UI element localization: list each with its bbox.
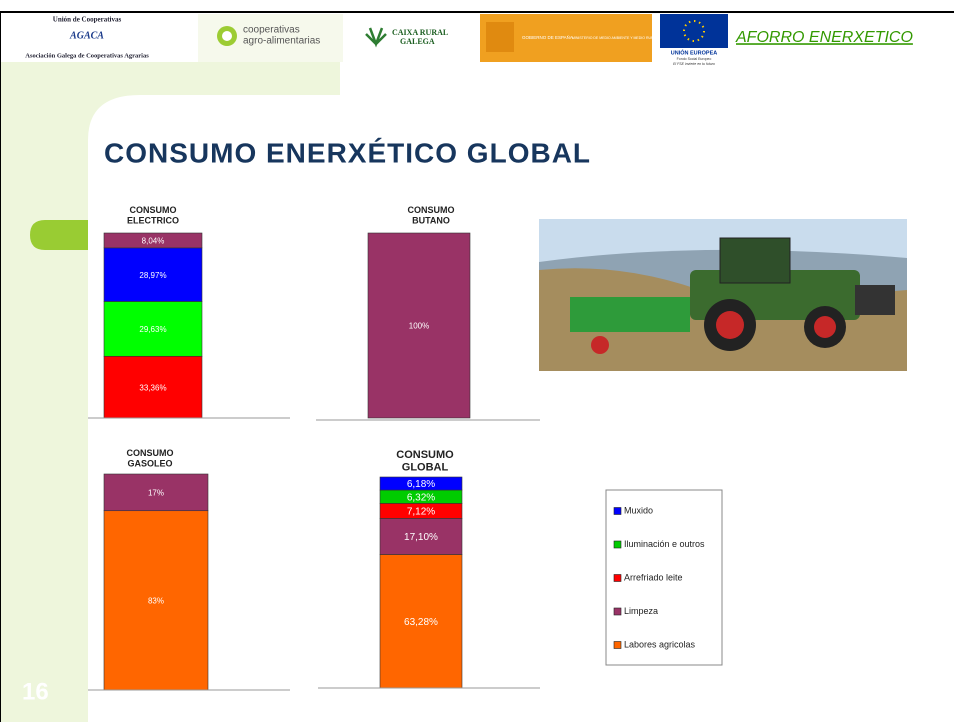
photo-cab bbox=[719, 237, 791, 284]
photo bbox=[539, 219, 907, 371]
logo-text: Fondo Social Europeo bbox=[677, 57, 712, 61]
legend-swatch bbox=[613, 507, 622, 515]
legend-swatch bbox=[613, 641, 622, 649]
bar-segment bbox=[103, 247, 203, 302]
data-label: 29,63% bbox=[139, 325, 166, 334]
logo-text: GALEGA bbox=[400, 37, 435, 46]
photo-wheel bbox=[716, 311, 744, 339]
chart-title: CONSUMO ELECTRICO bbox=[127, 205, 179, 225]
bar-segment bbox=[367, 232, 471, 419]
side-band bbox=[0, 62, 88, 722]
legend-swatch bbox=[613, 540, 622, 549]
green-tab bbox=[30, 220, 88, 250]
logo-text: MINISTERIO DE MEDIO AMBIENTE Y MEDIO RUR… bbox=[572, 36, 676, 40]
bar-segment bbox=[103, 232, 203, 249]
slide-title: CONSUMO ENERXÉTICO GLOBAL bbox=[104, 137, 591, 168]
photo-loader bbox=[855, 285, 895, 315]
legend-label: Muxido bbox=[624, 505, 653, 515]
logo-ue: UNIÓN EUROPEA Fondo Social Europeo El FS… bbox=[660, 14, 728, 66]
data-label: 100% bbox=[409, 322, 429, 331]
logo-text: AGACA bbox=[69, 30, 104, 41]
chart-title: CONSUMO BUTANO bbox=[408, 205, 455, 225]
data-label: 63,28% bbox=[404, 617, 438, 628]
chart-title: CONSUMO GLOBAL bbox=[396, 449, 454, 474]
legend-label: Arrefriado leite bbox=[624, 572, 683, 582]
data-label: 28,97% bbox=[139, 271, 166, 280]
logo-text: GOBIERNO DE ESPAÑA bbox=[522, 34, 573, 40]
logo-cooperativas: cooperativas agro-alimentarias bbox=[198, 14, 343, 62]
legend-swatch bbox=[613, 607, 622, 616]
logo-text: cooperativas bbox=[243, 25, 300, 36]
bar-segment bbox=[103, 301, 203, 357]
logo-text: Unión de Cooperativas bbox=[53, 16, 122, 24]
header-link[interactable]: AFORRO ENERXETICO bbox=[735, 29, 913, 46]
legend-label: Labores agricolas bbox=[624, 639, 696, 649]
data-label: 7,12% bbox=[407, 507, 435, 518]
logo-box bbox=[2, 14, 172, 62]
data-label: 33,36% bbox=[139, 383, 166, 392]
logo-text: Asociación Galega de Cooperativas Agrari… bbox=[25, 52, 149, 59]
bar-segment bbox=[379, 554, 463, 689]
logo-gobierno: GOBIERNO DE ESPAÑA MINISTERIO DE MEDIO A… bbox=[480, 14, 676, 62]
data-label: 8,04% bbox=[142, 237, 165, 246]
data-label: 6,32% bbox=[407, 492, 435, 503]
data-label: 17,10% bbox=[404, 532, 438, 543]
logo-caixa: CAIXA RURAL GALEGA bbox=[365, 27, 448, 48]
bar-segment bbox=[379, 476, 463, 491]
chart-title: CONSUMO GASOLEO bbox=[127, 448, 174, 468]
legend-label: Limpeza bbox=[624, 606, 658, 616]
bar-segment bbox=[103, 510, 209, 691]
data-label: 83% bbox=[148, 596, 164, 605]
logo-stars bbox=[683, 20, 705, 42]
legend-box bbox=[605, 489, 723, 666]
photo-seeder bbox=[570, 297, 690, 332]
logo-icon bbox=[486, 22, 514, 52]
logo-text: CAIXA RURAL bbox=[392, 28, 448, 37]
page-number: 16 bbox=[22, 678, 49, 705]
corner-band bbox=[88, 62, 340, 140]
legend: Muxido Iluminación e outros Arrefriado lei… bbox=[605, 489, 723, 666]
photo-wheel bbox=[814, 316, 836, 338]
bar-segment bbox=[103, 473, 209, 512]
data-label: 6,18% bbox=[407, 479, 435, 490]
logo-flag bbox=[660, 14, 728, 48]
bar-segment bbox=[379, 518, 463, 555]
legend-label: Iluminación e outros bbox=[624, 539, 705, 549]
legend-swatch bbox=[613, 574, 622, 582]
logo-text: El FSE invierte en tu futuro bbox=[673, 62, 715, 66]
logo-agaca: Unión de Cooperativas AGACA Asociación G… bbox=[2, 14, 172, 62]
logo-text: agro-alimentarias bbox=[243, 36, 320, 47]
logo-text: UNIÓN EUROPEA bbox=[671, 48, 717, 56]
photo-wheel bbox=[591, 336, 609, 354]
logo-icon bbox=[222, 31, 232, 41]
logo-icon bbox=[365, 27, 387, 48]
data-label: 17% bbox=[148, 488, 164, 497]
